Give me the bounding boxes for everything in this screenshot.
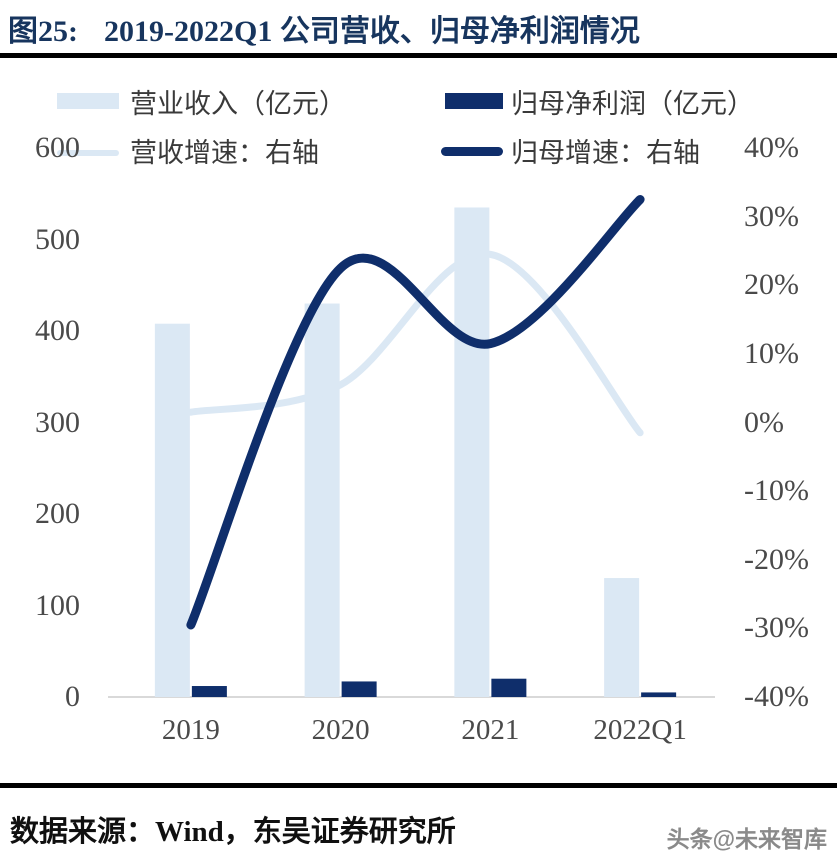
- y-axis-right-tick--10%: -10%: [744, 474, 809, 508]
- y-axis-left-tick-0: 0: [65, 680, 80, 713]
- legend-label-netprofit-bar: 归母净利润（亿元）: [511, 89, 754, 119]
- x-axis-label-2019: 2019: [161, 714, 220, 746]
- data-source-label: 数据来源：: [10, 816, 156, 848]
- legend-swatch-revenue-growth-line: [57, 150, 119, 156]
- y-axis-right-tick--20%: -20%: [744, 542, 809, 576]
- figure-title-text: 2019-2022Q1 公司营收、归母净利润情况: [104, 15, 640, 48]
- watermark-text: 头条@未来智库: [666, 826, 827, 852]
- y-axis-left-tick-100: 100: [35, 588, 80, 622]
- footer-divider-line: [0, 783, 837, 788]
- figure-title: 图25: 2019-2022Q1 公司营收、归母净利润情况: [8, 6, 640, 50]
- y-axis-left-tick-400: 400: [35, 314, 80, 347]
- bar-series0-2021: [454, 207, 490, 697]
- figure-number-label: 图25:: [8, 15, 78, 48]
- bar-series1-2020: [341, 681, 377, 697]
- y-axis-left-tick-300: 300: [35, 405, 80, 439]
- bar-series1-2019: [191, 686, 227, 697]
- x-axis-label-2021: 2021: [461, 714, 520, 746]
- bar-series0-2022Q1: [604, 578, 640, 697]
- y-axis-left-tick-500: 500: [35, 222, 80, 256]
- y-axis-right-tick--40%: -40%: [744, 680, 809, 713]
- legend-swatch-netprofit-bar: [445, 93, 503, 109]
- data-source-note: 数据来源：Wind，东吴证券研究所: [10, 808, 456, 850]
- bar-series1-2021: [491, 678, 527, 697]
- title-divider-line: [0, 53, 837, 58]
- y-axis-right-tick-10%: 10%: [744, 336, 799, 370]
- legend-label-netprofit-growth-line: 归母增速：右轴: [511, 138, 700, 168]
- y-axis-right-tick-20%: 20%: [744, 268, 799, 302]
- line-series3: [186, 194, 645, 630]
- x-axis-label-2022Q1: 2022Q1: [593, 714, 687, 746]
- y-axis-right-tick-40%: 40%: [744, 131, 799, 164]
- bar-series1-2022Q1: [641, 692, 677, 697]
- y-axis-left-tick-600: 600: [35, 131, 80, 164]
- legend-swatch-revenue-bar: [57, 93, 119, 109]
- bar-series0-2019: [154, 323, 190, 697]
- y-axis-right-tick-0%: 0%: [744, 405, 784, 439]
- legend-label-revenue-growth-line: 营收增速：右轴: [130, 138, 319, 168]
- data-source-text: Wind，东吴证券研究所: [155, 816, 456, 848]
- y-axis-left-tick-200: 200: [35, 497, 80, 530]
- bar-series0-2020: [304, 303, 340, 697]
- legend-label-revenue-bar: 营业收入（亿元）: [130, 89, 346, 119]
- x-axis-label-2020: 2020: [311, 714, 370, 746]
- y-axis-right-tick-30%: 30%: [744, 199, 799, 233]
- y-axis-right-tick--30%: -30%: [744, 611, 809, 645]
- legend-swatch-netprofit-growth-line: [441, 147, 503, 156]
